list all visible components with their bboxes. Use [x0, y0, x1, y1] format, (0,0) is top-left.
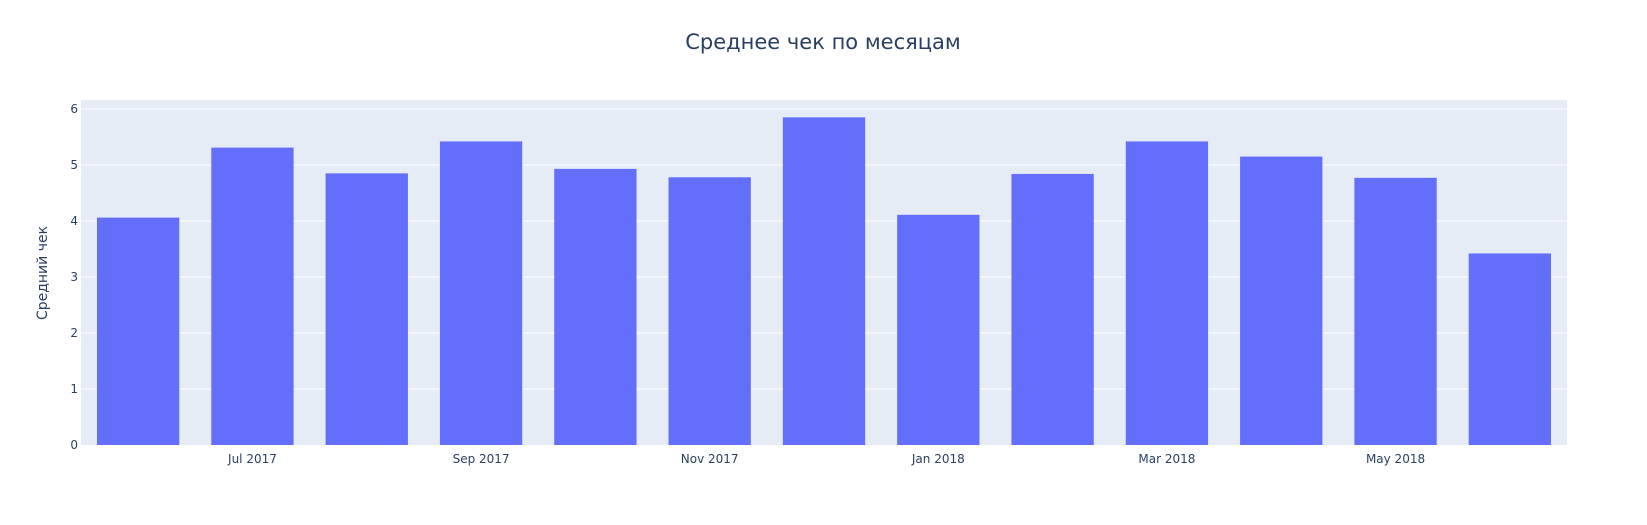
x-tick-label: May 2018	[1366, 452, 1425, 466]
bar-2017-07[interactable]	[211, 147, 294, 445]
y-tick-label: 2	[70, 326, 78, 340]
chart-title: Среднее чек по месяцам	[685, 30, 961, 54]
y-tick-label: 3	[70, 270, 78, 284]
bar-2017-11[interactable]	[668, 177, 751, 446]
bar-2017-09[interactable]	[439, 141, 523, 445]
y-axis-ticks: 0 1 2 3 4 5 6	[70, 102, 78, 452]
bars	[97, 117, 1551, 446]
bar-2017-08[interactable]	[325, 173, 408, 445]
x-tick-label: Jan 2018	[911, 452, 965, 466]
x-axis-ticks: Jul 2017 Sep 2017 Nov 2017 Jan 2018 Mar 2018…	[227, 452, 1425, 466]
bar-2018-06[interactable]	[1468, 253, 1551, 445]
x-tick-label: Jul 2017	[227, 452, 277, 466]
bar-2018-01[interactable]	[897, 214, 980, 445]
x-tick-label: Nov 2017	[681, 452, 739, 466]
bar-2018-02[interactable]	[1011, 173, 1094, 445]
bar-2017-06[interactable]	[97, 217, 180, 445]
x-tick-label: Mar 2018	[1138, 452, 1195, 466]
bar-2018-04[interactable]	[1240, 156, 1323, 445]
y-tick-label: 6	[70, 102, 78, 116]
bar-2017-12[interactable]	[782, 117, 866, 446]
y-tick-label: 1	[70, 382, 78, 396]
y-axis-label: Средний чек	[35, 226, 51, 320]
bar-2017-10[interactable]	[554, 168, 637, 445]
bar-2018-03[interactable]	[1125, 141, 1209, 445]
y-tick-label: 0	[70, 438, 78, 452]
bar-2018-05[interactable]	[1354, 177, 1437, 445]
x-tick-label: Sep 2017	[453, 452, 510, 466]
y-tick-label: 5	[70, 158, 78, 172]
y-tick-label: 4	[70, 214, 78, 228]
